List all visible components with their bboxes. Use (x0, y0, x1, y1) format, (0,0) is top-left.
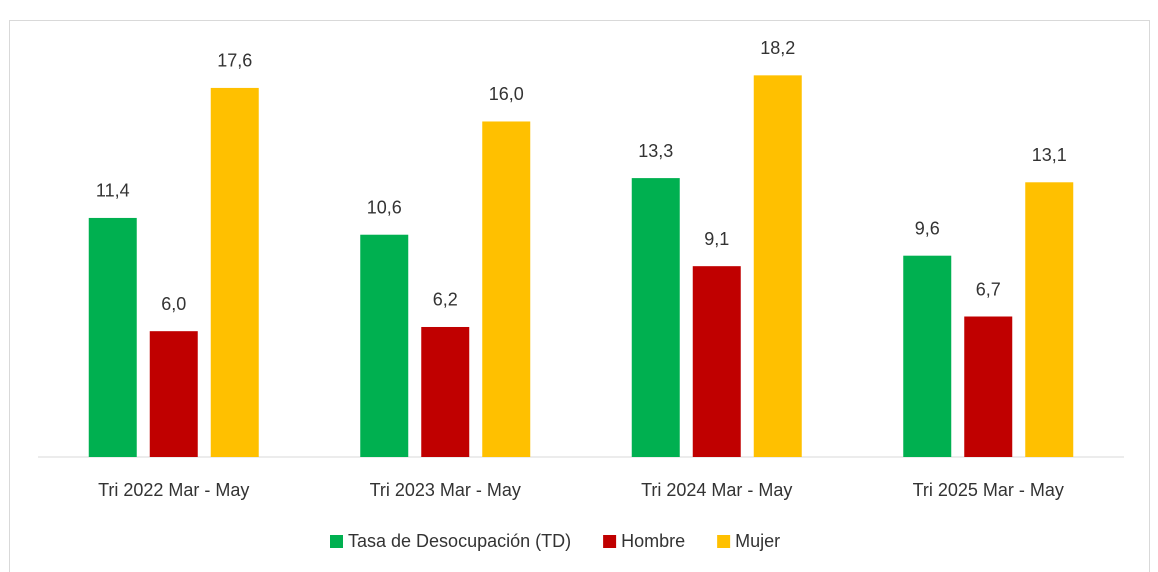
bar (360, 234, 409, 457)
data-label: 6,0 (161, 294, 186, 314)
bar (149, 331, 198, 457)
data-label: 11,4 (96, 181, 130, 201)
data-label: 13,1 (1032, 145, 1067, 165)
legend-swatch (330, 535, 343, 548)
data-label: 13,3 (638, 141, 673, 161)
data-label: 10,6 (367, 197, 402, 217)
bar (210, 87, 259, 457)
data-label: 9,6 (915, 218, 940, 238)
bar (88, 217, 137, 457)
legend-label: Mujer (735, 531, 780, 551)
x-tick-label: Tri 2022 Mar - May (98, 480, 249, 500)
x-tick-label: Tri 2025 Mar - May (913, 480, 1064, 500)
x-tick-label: Tri 2024 Mar - May (641, 480, 792, 500)
bar (964, 316, 1013, 457)
legend-label: Tasa de Desocupación (TD) (348, 531, 571, 551)
data-label: 18,2 (760, 38, 795, 58)
data-label: 6,7 (976, 279, 1001, 299)
legend-label: Hombre (621, 531, 685, 551)
bar (421, 326, 470, 457)
bar (631, 178, 680, 457)
data-label: 6,2 (433, 290, 458, 310)
data-label: 16,0 (489, 84, 524, 104)
chart-frame (9, 20, 1150, 572)
bar (1025, 182, 1074, 457)
bar (692, 266, 741, 457)
legend-swatch (603, 535, 617, 548)
x-tick-label: Tri 2023 Mar - May (370, 480, 521, 500)
bar (753, 75, 802, 457)
legend-swatch (717, 535, 731, 548)
data-label: 9,1 (704, 229, 729, 249)
data-label: 17,6 (217, 51, 252, 71)
bar (903, 255, 952, 457)
bar (482, 121, 531, 457)
